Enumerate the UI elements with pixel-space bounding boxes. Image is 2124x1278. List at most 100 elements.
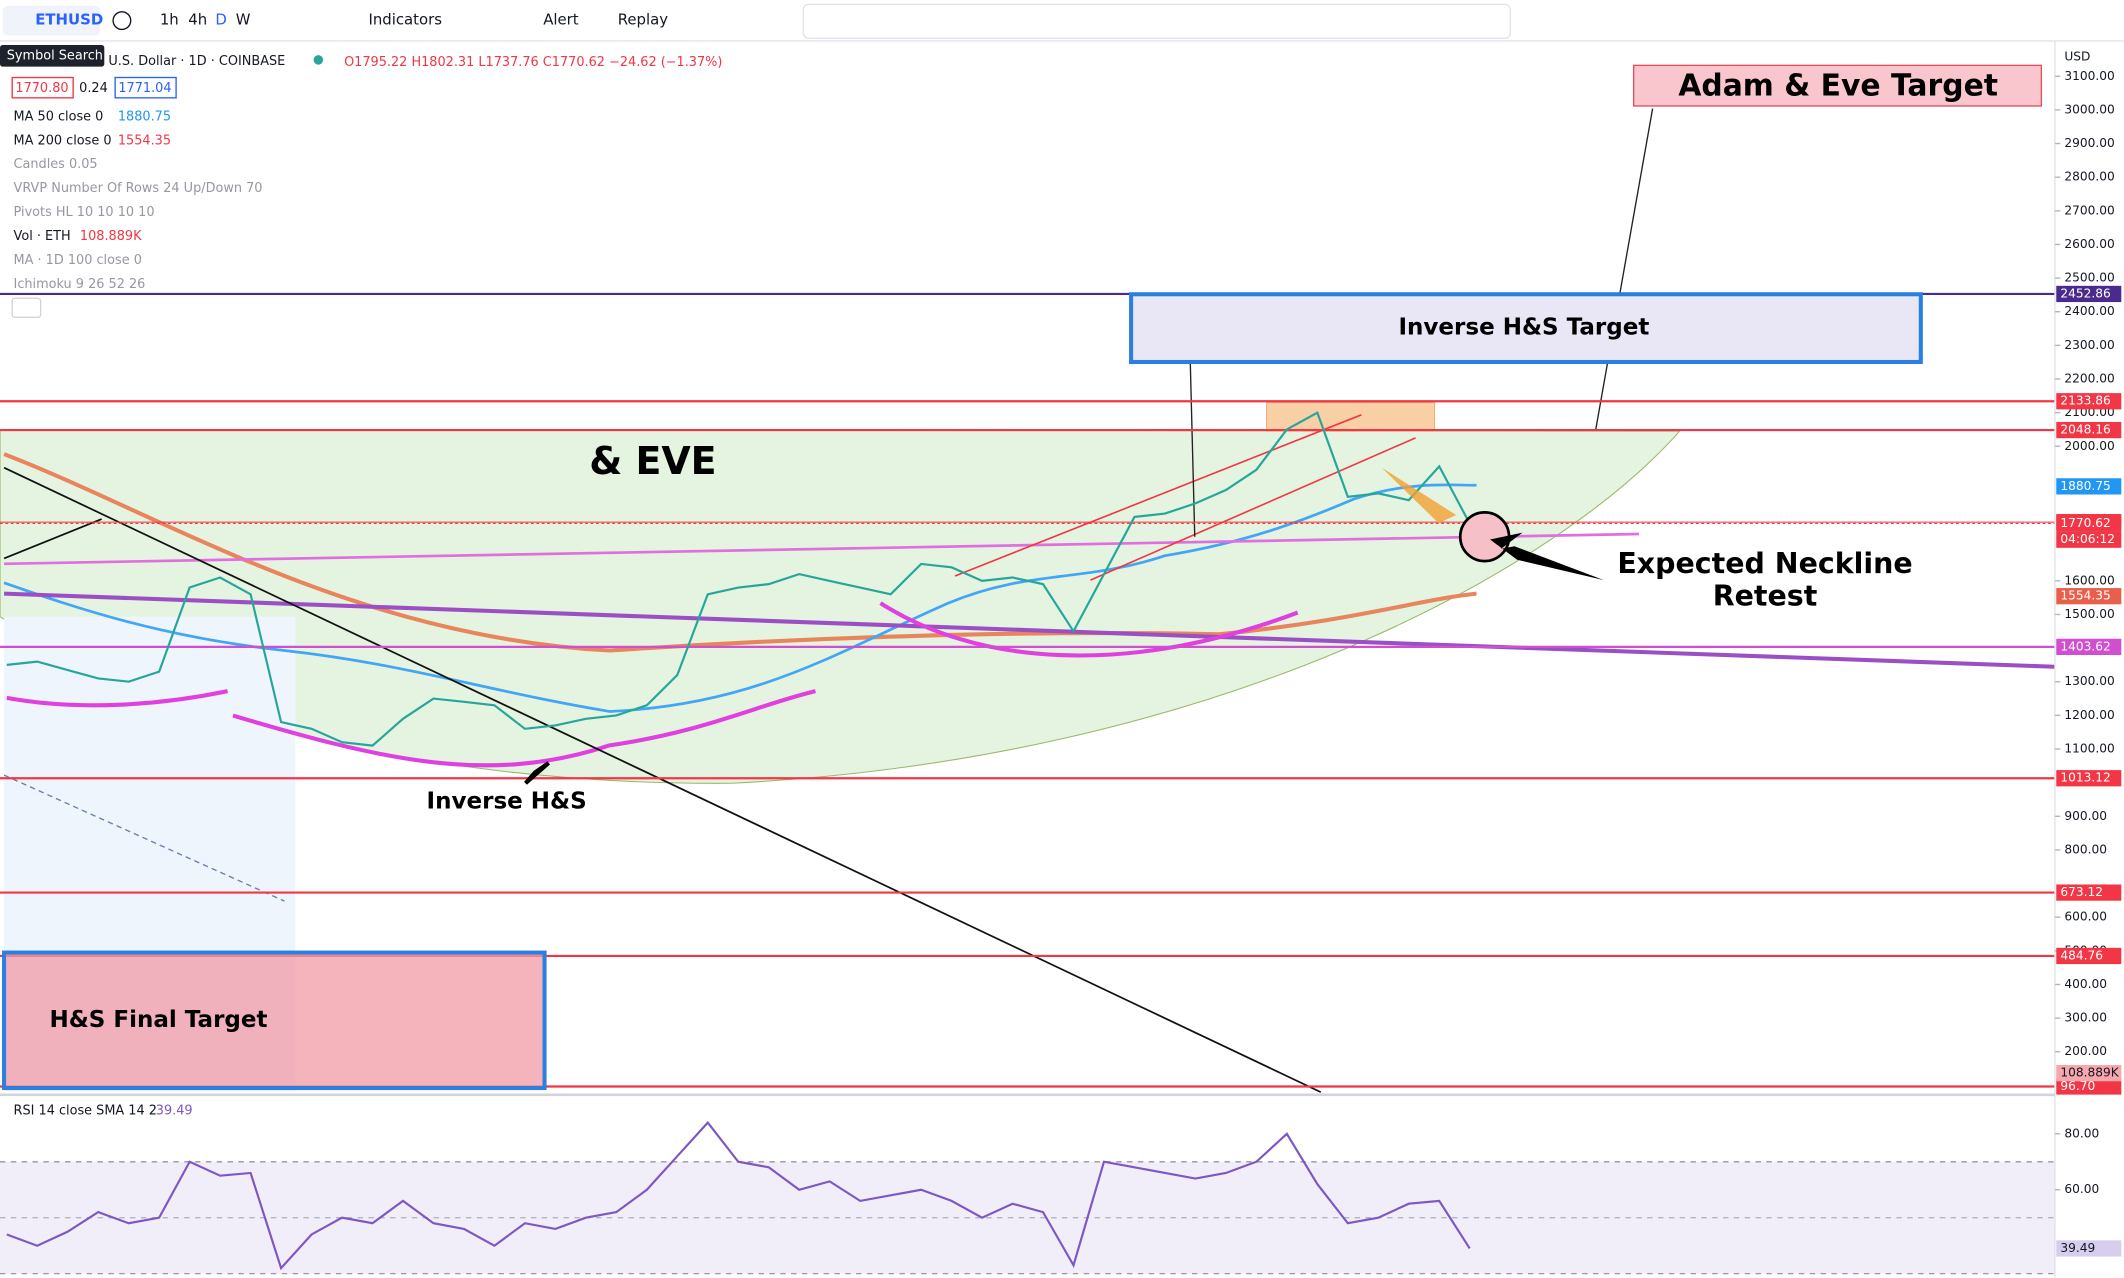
tooltip bbox=[0, 45, 105, 67]
annotation: & EVE bbox=[589, 439, 716, 483]
price-label: 96.70 bbox=[2060, 1079, 2095, 1093]
price-label: 2048.16 bbox=[2060, 423, 2110, 437]
indicator-name: Pivots HL 10 10 10 10 bbox=[14, 205, 155, 220]
indicator-name: Ichimoku 9 26 52 26 bbox=[14, 277, 146, 292]
neckline bbox=[4, 532, 1640, 566]
indicator-value: 1880.75 bbox=[118, 109, 171, 124]
arrow bbox=[1490, 532, 1604, 581]
price-label: 1880.75 bbox=[2060, 479, 2110, 493]
indicator-name: Vol · ETH bbox=[14, 229, 71, 244]
target-box bbox=[1129, 292, 1923, 365]
y-tick-label: 2200.00 bbox=[2064, 372, 2114, 386]
alert-button[interactable]: Alert bbox=[543, 11, 579, 29]
target-box bbox=[1632, 64, 2043, 107]
y-tick-label: 2400.00 bbox=[2064, 304, 2114, 318]
price-label-box bbox=[2056, 478, 2122, 495]
indicator-name: Candles 0.05 bbox=[14, 157, 98, 172]
y-tick-label: 900.00 bbox=[2064, 809, 2107, 823]
shoulder-curve-right bbox=[879, 601, 1299, 658]
channel bbox=[954, 414, 1416, 581]
countdown: 04:06:12 bbox=[2060, 532, 2115, 546]
price-label: 1554.35 bbox=[2060, 589, 2110, 603]
y-tick-label: 3100.00 bbox=[2064, 69, 2114, 83]
dashed-line bbox=[3, 774, 285, 902]
y-tick-label: 80.00 bbox=[2064, 1126, 2099, 1140]
price-label-box bbox=[2056, 421, 2122, 439]
status-dot bbox=[313, 55, 324, 65]
collapse-button[interactable] bbox=[11, 297, 42, 318]
price-label: 2452.86 bbox=[2060, 286, 2110, 300]
rsi-label-box bbox=[2056, 1240, 2122, 1257]
interval[interactable]: 1h bbox=[160, 11, 179, 29]
annotation: Expected Neckline bbox=[1617, 547, 1912, 580]
ohlc: O1795.22 H1802.31 L1737.76 C1770.62 −24.… bbox=[344, 55, 722, 70]
add-button[interactable] bbox=[112, 11, 132, 31]
countdown-box bbox=[2056, 531, 2122, 548]
price-line bbox=[6, 1120, 1471, 1271]
y-tick-label: 400.00 bbox=[2064, 977, 2107, 991]
y-tick-label: 600.00 bbox=[2064, 910, 2107, 924]
y-tick-label: 2900.00 bbox=[2064, 136, 2114, 150]
annotation: Adam & Eve Target bbox=[1678, 69, 1998, 104]
ma200-curve bbox=[3, 452, 1477, 653]
price-label-box bbox=[2056, 884, 2122, 901]
annotation: Inverse H&S Target bbox=[1398, 315, 1649, 341]
shoulder-curve bbox=[6, 689, 228, 708]
price-label-box bbox=[2056, 515, 2122, 532]
ask: 1771.04 bbox=[118, 81, 171, 96]
price-label: 2133.86 bbox=[2060, 394, 2110, 408]
symbol-button[interactable] bbox=[2, 5, 101, 36]
chart-title: U.S. Dollar · 1D · COINBASE bbox=[108, 54, 285, 69]
trend-line bbox=[3, 466, 1322, 1093]
bid-box[interactable] bbox=[11, 76, 74, 99]
annotation: Retest bbox=[1713, 580, 1818, 613]
price-label-box bbox=[2056, 947, 2122, 965]
bid: 1770.80 bbox=[15, 81, 68, 96]
retest-circle bbox=[1458, 510, 1511, 563]
price-label-box bbox=[2056, 1078, 2122, 1095]
arrow bbox=[524, 761, 550, 785]
indicators-button[interactable]: Indicators bbox=[368, 11, 442, 29]
volume-label-box bbox=[2056, 1065, 2122, 1082]
replay-button[interactable]: Replay bbox=[618, 11, 669, 29]
target-box bbox=[2, 950, 547, 1091]
y-tick-label: 2300.00 bbox=[2064, 338, 2114, 352]
spread: 0.24 bbox=[79, 81, 108, 96]
y-tick-label: 1500.00 bbox=[2064, 607, 2114, 621]
y-tick-label: 2000.00 bbox=[2064, 439, 2114, 453]
price-label: 484.76 bbox=[2060, 948, 2103, 962]
price-label-box bbox=[2056, 588, 2122, 605]
ma100-line bbox=[3, 591, 2055, 669]
y-tick-label: 1100.00 bbox=[2064, 742, 2114, 756]
y-tick-label: 2500.00 bbox=[2064, 271, 2114, 285]
y-tick-label: 60.00 bbox=[2064, 1182, 2099, 1196]
y-tick-label: 1200.00 bbox=[2064, 708, 2114, 722]
arrow bbox=[1381, 467, 1457, 524]
price-label-box bbox=[2056, 770, 2122, 787]
price-label-box bbox=[2056, 285, 2122, 303]
interval[interactable]: W bbox=[236, 11, 251, 29]
price-label: 673.12 bbox=[2060, 885, 2103, 899]
drawing-toolbar[interactable] bbox=[802, 3, 1512, 39]
ask-box[interactable] bbox=[114, 76, 177, 99]
interval[interactable]: 4h bbox=[188, 11, 207, 29]
y-tick-label: 2600.00 bbox=[2064, 237, 2114, 251]
price-label-box bbox=[2056, 638, 2122, 656]
volume-label: 108.889K bbox=[2060, 1066, 2119, 1080]
y-tick-label: 2700.00 bbox=[2064, 203, 2114, 217]
indicator-name: MA · 1D 100 close 0 bbox=[14, 253, 142, 268]
rsi-label: 39.49 bbox=[2060, 1241, 2095, 1255]
indicator-name: VRVP Number Of Rows 24 Up/Down 70 bbox=[14, 181, 263, 196]
interval[interactable]: D bbox=[215, 11, 226, 29]
rsi-value: 39.49 bbox=[156, 1104, 193, 1119]
head-curve bbox=[232, 689, 816, 768]
symbol[interactable]: ETHUSD bbox=[35, 11, 103, 29]
rsi-title: RSI 14 close SMA 14 2 bbox=[14, 1104, 157, 1119]
tooltip-text: Symbol Search bbox=[7, 48, 103, 63]
annotation: H&S Final Target bbox=[49, 1007, 267, 1033]
price-label: 1403.62 bbox=[2060, 639, 2110, 653]
annotation: Inverse H&S bbox=[427, 789, 587, 815]
price-label-box bbox=[2056, 393, 2122, 410]
y-tick-label: 300.00 bbox=[2064, 1011, 2107, 1025]
